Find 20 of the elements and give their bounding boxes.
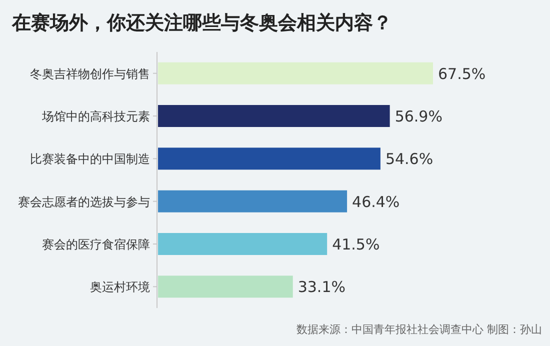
- bar: [158, 276, 293, 298]
- data-label: 33.1%: [298, 278, 346, 296]
- y-tick-label: 场馆中的高科技元素: [41, 110, 150, 124]
- bar: [158, 148, 380, 170]
- y-tick-label: 奥运村环境: [90, 280, 150, 294]
- data-label: 56.9%: [394, 108, 442, 126]
- y-tick-label: 赛会的医疗食宿保障: [42, 238, 150, 252]
- data-label: 67.5%: [438, 64, 486, 83]
- bar: [158, 233, 328, 255]
- data-label: 54.6%: [385, 150, 434, 168]
- data-label: 41.5%: [332, 236, 380, 254]
- source-note: 数据来源：中国青年报社社会调查中心 制图：孙山: [296, 323, 542, 336]
- bar: [158, 190, 348, 212]
- data-label: 46.4%: [352, 192, 400, 211]
- y-tick-label: 冬奥吉祥物创作与销售: [30, 66, 150, 81]
- y-tick-label: 赛会志愿者的选拔与参与: [18, 194, 150, 209]
- y-tick-label: 比赛装备中的中国制造: [30, 152, 150, 166]
- bar: [158, 105, 390, 127]
- bar: [158, 62, 433, 84]
- chart-title: 在赛场外，你还关注哪些与冬奥会相关内容？: [11, 12, 392, 34]
